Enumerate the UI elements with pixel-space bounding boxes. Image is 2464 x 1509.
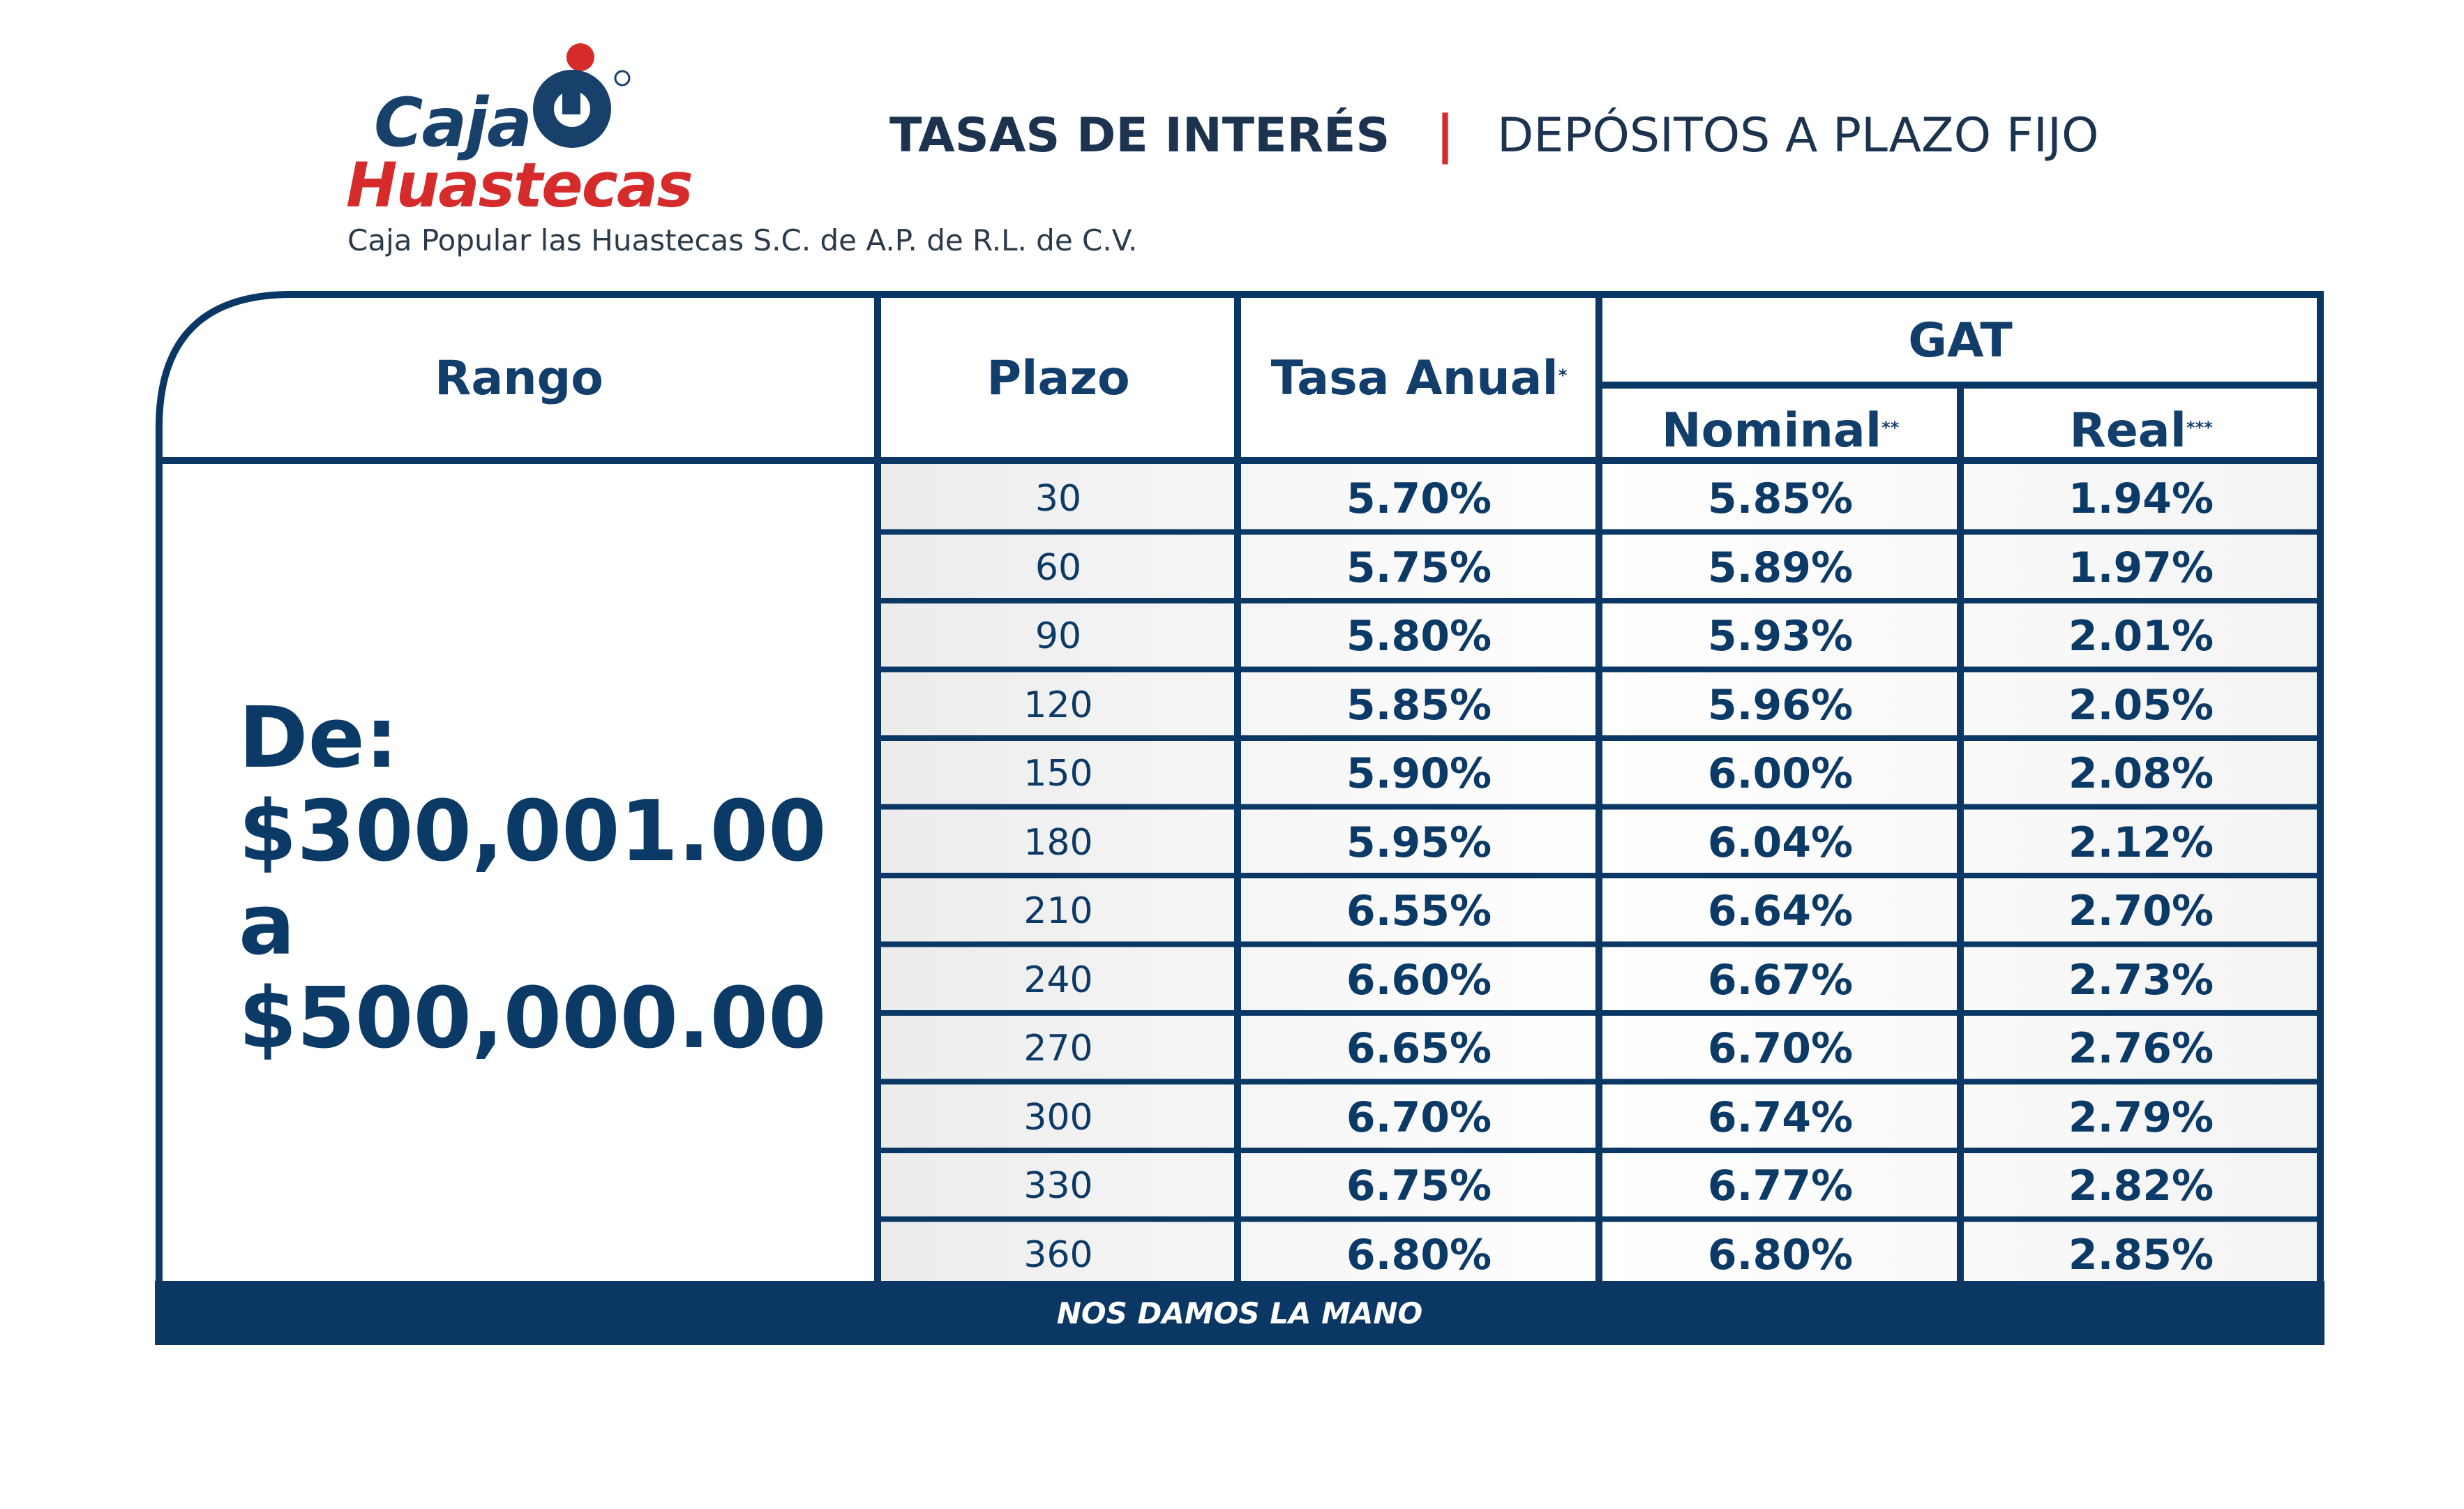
gat-nominal-cell: 6.74% bbox=[1707, 1093, 1854, 1142]
gat-nominal-cell: 6.04% bbox=[1707, 818, 1854, 867]
gat-real-cell: 2.85% bbox=[2068, 1230, 2214, 1279]
gat-real-cell: 1.94% bbox=[2068, 474, 2214, 524]
real-footnote-mark: *** bbox=[2186, 418, 2213, 437]
header-nominal: Nominal ** bbox=[1661, 403, 1900, 458]
tasa-anual-cell: 5.85% bbox=[1346, 680, 1492, 730]
gat-nominal-cell: 5.89% bbox=[1707, 543, 1854, 592]
tasa-anual-cell: 6.65% bbox=[1346, 1024, 1492, 1074]
tasa-anual-cell: 5.90% bbox=[1346, 749, 1492, 799]
header-rango: Rango bbox=[434, 350, 604, 406]
header-tasa-anual: Tasa Anual * bbox=[1270, 350, 1568, 406]
range-from-label: De: bbox=[239, 690, 398, 787]
gat-real-cell: 2.79% bbox=[2068, 1093, 2214, 1142]
gat-nominal-cell: 6.70% bbox=[1707, 1024, 1854, 1074]
gat-real-cell: 2.70% bbox=[2068, 887, 2214, 936]
range-max-amount: $500,000.00 bbox=[239, 970, 827, 1067]
gat-real-cell: 2.05% bbox=[2068, 680, 2214, 730]
header-plazo: Plazo bbox=[986, 350, 1130, 406]
tasa-anual-cell: 6.80% bbox=[1346, 1230, 1492, 1279]
plazo-cell: 30 bbox=[1035, 478, 1082, 520]
gat-nominal-cell: 6.00% bbox=[1707, 749, 1854, 799]
deposit-range: De: $300,001.00 a $500,000.00 bbox=[239, 692, 827, 1066]
footer-slogan: NOS DAMOS LA MANO bbox=[1056, 1296, 1423, 1330]
plazo-cell: 270 bbox=[1023, 1028, 1093, 1070]
plazo-cell: 240 bbox=[1023, 959, 1093, 1001]
plazo-cell: 180 bbox=[1023, 821, 1093, 864]
gat-nominal-cell: 6.77% bbox=[1707, 1162, 1854, 1211]
gat-real-cell: 2.73% bbox=[2068, 955, 2214, 1005]
page-title: TASAS DE INTERÉS bbox=[889, 108, 1390, 163]
gat-nominal-cell: 5.96% bbox=[1707, 680, 1854, 730]
gat-nominal-cell: 5.85% bbox=[1707, 474, 1854, 524]
footer-bar: NOS DAMOS LA MANO bbox=[155, 1281, 2324, 1345]
gat-nominal-cell: 6.80% bbox=[1707, 1230, 1854, 1279]
tasa-anual-cell: 6.60% bbox=[1346, 955, 1492, 1005]
plazo-cell: 360 bbox=[1023, 1233, 1093, 1276]
nominal-footnote-mark: ** bbox=[1881, 418, 1900, 437]
gat-real-cell: 2.01% bbox=[2068, 612, 2214, 661]
range-min-amount: $300,001.00 bbox=[239, 783, 827, 880]
gat-real-cell: 2.12% bbox=[2068, 818, 2214, 867]
rates-table: Rango Plazo Tasa Anual * GAT Nominal ** Re… bbox=[155, 287, 2324, 1345]
logo-text-caja: Caja bbox=[374, 84, 532, 162]
gat-nominal-cell: 6.64% bbox=[1707, 887, 1854, 936]
gat-real-cell: 2.08% bbox=[2068, 749, 2214, 799]
tasa-footnote-mark: * bbox=[1558, 366, 1568, 385]
logo-text-huastecas: Huastecas bbox=[346, 149, 693, 221]
tasa-anual-cell: 6.70% bbox=[1346, 1093, 1492, 1142]
title-separator: | bbox=[1436, 105, 1455, 165]
plazo-cell: 120 bbox=[1023, 684, 1093, 726]
caja-huastecas-logo: Caja Huastecas bbox=[346, 33, 693, 221]
header-real: Real *** bbox=[2069, 403, 2213, 458]
gat-real-cell: 2.82% bbox=[2068, 1162, 2214, 1211]
plazo-cell: 330 bbox=[1023, 1165, 1093, 1208]
tasa-anual-cell: 5.75% bbox=[1346, 543, 1492, 592]
gat-real-cell: 2.76% bbox=[2068, 1024, 2214, 1074]
gat-nominal-cell: 6.67% bbox=[1707, 955, 1854, 1005]
plazo-cell: 300 bbox=[1023, 1096, 1093, 1139]
page-subtitle: DEPÓSITOS A PLAZO FIJO bbox=[1497, 108, 2099, 163]
tasa-anual-cell: 5.80% bbox=[1346, 612, 1492, 661]
plazo-cell: 60 bbox=[1035, 546, 1082, 589]
table-frame bbox=[156, 291, 2324, 1288]
plazo-cell: 210 bbox=[1023, 890, 1093, 933]
legal-name: Caja Popular las Huastecas S.C. de A.P. … bbox=[347, 223, 1138, 257]
plazo-cell: 150 bbox=[1023, 753, 1093, 795]
plazo-cell: 90 bbox=[1035, 615, 1082, 658]
gat-nominal-cell: 5.93% bbox=[1707, 612, 1854, 661]
tasa-anual-cell: 6.75% bbox=[1346, 1162, 1492, 1211]
tasa-anual-cell: 6.55% bbox=[1346, 887, 1492, 936]
tasa-anual-cell: 5.70% bbox=[1346, 474, 1492, 524]
header-gat: GAT bbox=[1908, 313, 2013, 368]
tasa-anual-cell: 5.95% bbox=[1346, 818, 1492, 867]
range-to-label: a bbox=[239, 877, 295, 974]
logo-figure-icon bbox=[533, 43, 631, 148]
gat-real-cell: 1.97% bbox=[2068, 543, 2214, 592]
